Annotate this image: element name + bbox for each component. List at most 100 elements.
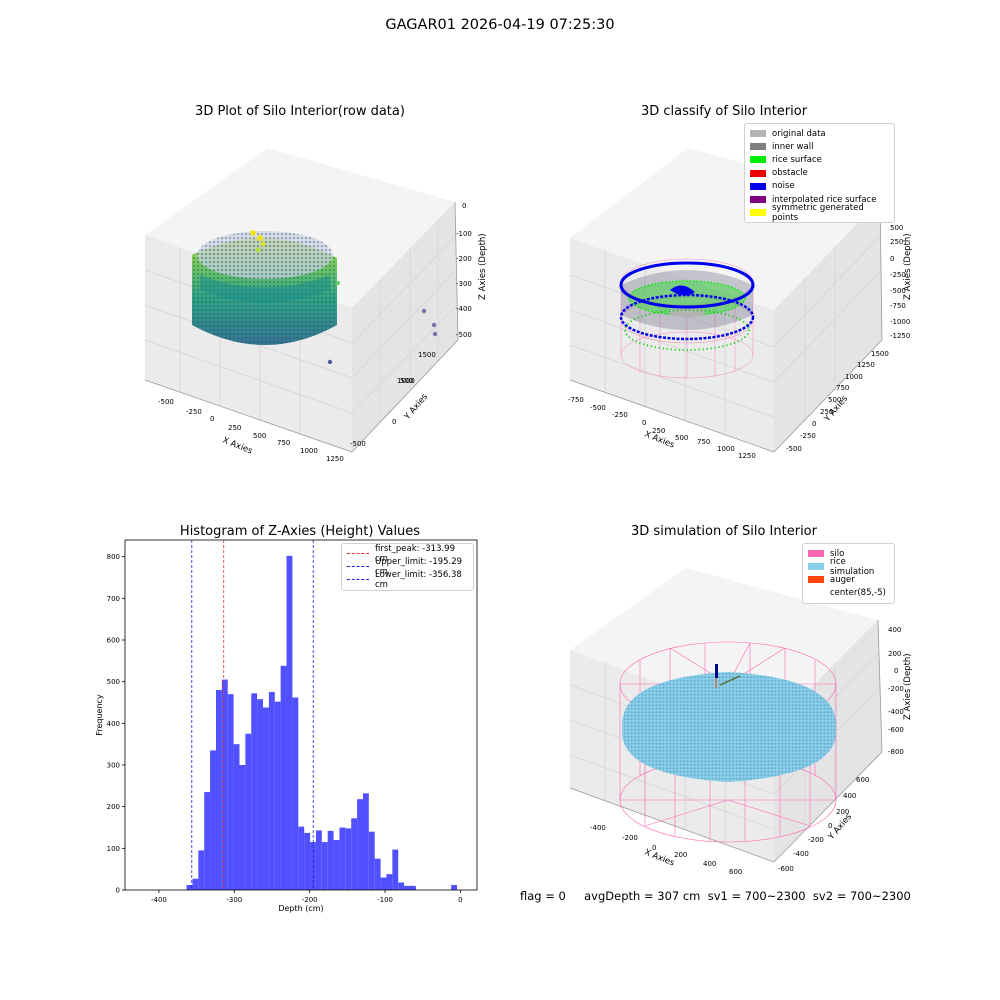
svg-text:0: 0 — [642, 419, 646, 427]
histogram-ylabel: Frequency — [95, 694, 104, 736]
panel4-xlabel: X Axies — [643, 848, 676, 869]
svg-text:-200: -200 — [622, 834, 638, 842]
svg-text:-500: -500 — [590, 404, 606, 412]
svg-text:-500: -500 — [350, 440, 366, 448]
svg-text:-400: -400 — [590, 824, 606, 832]
svg-text:-250: -250 — [612, 411, 628, 419]
panel2-classified-points — [619, 258, 755, 379]
panel4-3d-plot: -400 -200 0 200 400 600 -600 -400 -200 0… — [569, 568, 913, 876]
histogram-bar — [380, 877, 387, 890]
panel1-point-cloud — [192, 230, 438, 365]
legend-item-silo: silo — [808, 547, 889, 560]
svg-text:0: 0 — [392, 418, 396, 426]
histogram-bar — [251, 693, 258, 890]
svg-text:-800: -800 — [888, 748, 904, 756]
y-tick-label: 200 — [107, 803, 120, 811]
svg-text:0: 0 — [812, 420, 816, 428]
histogram-bar — [404, 885, 410, 890]
svg-text:1500: 1500 — [418, 351, 436, 359]
legend-item-interpolated: interpolated rice surface — [750, 193, 889, 206]
histogram-bar — [298, 826, 305, 890]
legend-item-original-data: original data — [750, 127, 889, 140]
legend-item-obstacle: obstacle — [750, 167, 889, 180]
svg-text:600: 600 — [729, 868, 742, 876]
legend-item-rice-surface: rice surface — [750, 153, 889, 166]
histogram-bar — [315, 830, 322, 890]
panel4-legend: silo rice simulation auger center(85,-5) — [802, 543, 895, 604]
svg-text:0: 0 — [890, 255, 894, 263]
histogram-bar — [398, 882, 405, 890]
svg-text:-1250: -1250 — [890, 332, 910, 340]
svg-text:600: 600 — [856, 776, 869, 784]
svg-text:-750: -750 — [890, 302, 906, 310]
histogram-bar — [263, 707, 269, 890]
histogram-bar — [280, 665, 287, 890]
svg-text:750: 750 — [277, 439, 290, 447]
legend-item-symmetric: symmetric generated points — [750, 203, 889, 223]
svg-text:250: 250 — [652, 427, 665, 435]
svg-text:-400: -400 — [888, 708, 904, 716]
status-footer: flag = 0 avgDepth = 307 cm sv1 = 700~230… — [520, 889, 911, 903]
histogram-xlabel: Depth (cm) — [278, 904, 323, 913]
histogram-reference-lines — [191, 540, 314, 890]
svg-text:-400: -400 — [456, 305, 472, 313]
svg-text:200: 200 — [888, 650, 901, 658]
legend-item-inner-wall: inner wall — [750, 140, 889, 153]
histogram-bar — [186, 885, 193, 890]
svg-text:250: 250 — [890, 238, 903, 246]
svg-text:400: 400 — [888, 626, 901, 634]
histogram-bar — [368, 831, 375, 890]
svg-text:-250: -250 — [186, 408, 202, 416]
histogram-bar — [362, 793, 369, 890]
svg-text:-500: -500 — [456, 331, 472, 339]
legend-item-lower-limit: Lower_limit: -356.38 cm — [347, 570, 468, 590]
y-tick-label: 300 — [107, 762, 120, 770]
svg-text:0: 0 — [894, 667, 898, 675]
svg-text:-600: -600 — [778, 865, 794, 873]
y-tick-label: 800 — [107, 553, 120, 561]
svg-text:1250: 1250 — [326, 455, 344, 463]
panel2-title: 3D classify of Silo Interior — [640, 104, 808, 119]
x-tick-label: -200 — [302, 896, 318, 904]
x-tick-label: -100 — [377, 896, 393, 904]
histogram-bar — [239, 765, 246, 890]
svg-text:1000: 1000 — [397, 377, 415, 385]
histogram-bar — [409, 885, 416, 890]
panel4-tick-labels: -400 -200 0 200 400 600 -600 -400 -200 0… — [590, 626, 904, 876]
histogram-bar — [345, 828, 352, 890]
svg-text:-500: -500 — [890, 287, 906, 295]
histogram-bar — [333, 840, 340, 890]
x-tick-label: 0 — [458, 896, 462, 904]
legend-item-auger: auger — [808, 573, 889, 586]
histogram-bar — [245, 733, 252, 890]
svg-text:500: 500 — [828, 396, 841, 404]
svg-text:-600: -600 — [888, 726, 904, 734]
histogram-bar — [374, 858, 381, 890]
svg-text:250: 250 — [820, 408, 833, 416]
histogram-bar — [192, 878, 199, 890]
svg-text:200: 200 — [674, 851, 687, 859]
histogram-frame — [124, 539, 478, 891]
histogram-bar — [233, 744, 240, 890]
svg-text:500: 500 — [890, 224, 903, 232]
svg-text:1500: 1500 — [871, 350, 889, 358]
x-tick-label: -400 — [151, 896, 167, 904]
svg-text:-200: -200 — [456, 255, 472, 263]
legend-item-center: center(85,-5) — [808, 587, 889, 600]
svg-text:-500: -500 — [158, 398, 174, 406]
legend-item-noise: noise — [750, 180, 889, 193]
svg-text:1000: 1000 — [300, 447, 318, 455]
svg-text:0: 0 — [462, 202, 466, 210]
svg-text:-750: -750 — [568, 396, 584, 404]
histogram-bar — [304, 832, 311, 890]
panel4-simulation — [619, 641, 837, 843]
y-tick-label: 600 — [107, 637, 120, 645]
svg-text:-200: -200 — [808, 836, 824, 844]
histogram-bar — [292, 697, 299, 890]
svg-text:1000: 1000 — [845, 373, 863, 381]
y-tick-label: 100 — [107, 845, 120, 853]
svg-text:750: 750 — [697, 438, 710, 446]
histogram-bar — [339, 827, 346, 890]
histogram-bar — [392, 849, 399, 890]
svg-text:500: 500 — [253, 432, 266, 440]
